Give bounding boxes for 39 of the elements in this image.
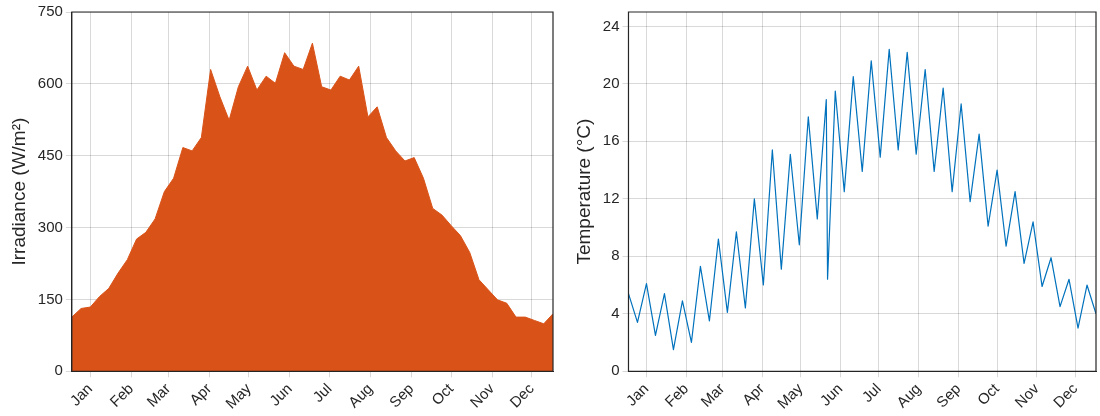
x-tick-label: Nov [1011, 379, 1043, 411]
x-tick-label: Jun [265, 379, 295, 409]
y-tick-label: 4 [611, 303, 620, 321]
y-tick-label: 300 [37, 217, 63, 235]
y-tick-label: 150 [37, 289, 63, 307]
y-tick-label: 24 [602, 16, 620, 34]
y-tick-label: 0 [54, 361, 63, 379]
y-axis-title: Irradiance (W/m²) [7, 117, 29, 266]
x-tick-label: Sep [385, 379, 417, 411]
x-tick-label: Jan [66, 379, 96, 409]
y-axis-title: Temperature (°C) [572, 118, 594, 265]
x-tick-label: Jan [622, 379, 652, 409]
x-tick-label: Aug [344, 379, 376, 411]
x-tick-label: Feb [106, 379, 137, 410]
x-tick-label: Dec [506, 379, 538, 411]
x-tick-label: Mar [143, 379, 174, 410]
y-tick-label: 450 [37, 145, 63, 163]
x-tick-label: Jul [309, 379, 335, 406]
y-tick-label: 0 [611, 361, 620, 379]
y-tick-label: 8 [611, 246, 620, 264]
y-tick-label: 12 [602, 188, 620, 206]
x-tick-label: Apr [185, 379, 215, 409]
x-tick-label: Nov [466, 379, 498, 411]
x-tick-label: Oct [427, 379, 457, 409]
x-tick-label: Oct [973, 379, 1003, 409]
x-tick-label: Jun [816, 379, 846, 409]
x-tick-label: May [773, 379, 806, 412]
y-tick-label: 750 [37, 2, 63, 20]
x-tick-label: Jul [858, 379, 884, 406]
x-tick-label: Aug [892, 379, 924, 411]
x-tick-label: Mar [697, 379, 728, 410]
x-tick-label: Feb [661, 379, 692, 410]
x-tick-label: May [221, 379, 255, 412]
y-tick-label: 600 [37, 73, 63, 91]
x-tick-label: Dec [1049, 379, 1081, 411]
x-tick-label: Sep [932, 379, 964, 411]
x-tick-label: Apr [738, 379, 768, 409]
y-tick-label: 16 [602, 131, 620, 149]
y-tick-label: 20 [602, 73, 620, 91]
